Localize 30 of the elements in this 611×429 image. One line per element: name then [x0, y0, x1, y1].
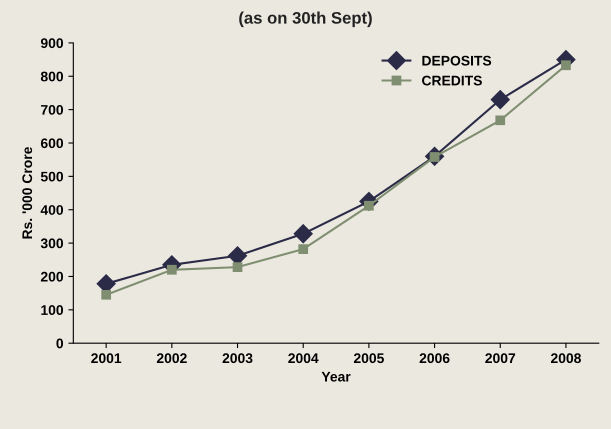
- x-tick-label: 2007: [485, 353, 516, 364]
- y-tick-label: 500: [40, 172, 64, 182]
- legend-label: CREDITS: [422, 76, 482, 86]
- y-tick-label: 300: [40, 238, 64, 248]
- x-tick-label: 2008: [550, 353, 581, 364]
- x-tick-label: 2003: [222, 353, 252, 364]
- point: [495, 115, 506, 126]
- point: [294, 224, 313, 244]
- x-tick-label: 2006: [420, 353, 450, 364]
- x-tick-label: 2005: [354, 353, 384, 364]
- y-tick-label: 600: [40, 138, 64, 148]
- point: [232, 262, 242, 272]
- chart-title: (as on 30th Sept): [239, 12, 372, 28]
- x-tick-label: 2002: [156, 353, 187, 364]
- y-tick-label: 800: [40, 72, 64, 82]
- point: [298, 244, 308, 254]
- y-axis-title: Rs. '000 Crore: [22, 147, 32, 239]
- legend-label: DEPOSITS: [422, 56, 492, 66]
- x-tick-label: 2001: [91, 353, 122, 364]
- y-tick-label: 100: [41, 305, 64, 316]
- x-tick-label: 2004: [288, 353, 319, 364]
- y-tick-label: 0: [56, 338, 64, 348]
- y-tick-label: 400: [40, 205, 64, 215]
- y-tick-label: 700: [41, 104, 64, 115]
- y-tick-label: 200: [40, 272, 64, 282]
- point: [101, 290, 112, 300]
- point: [561, 60, 571, 70]
- x-axis-title: Year: [322, 372, 351, 382]
- point: [490, 90, 510, 110]
- y-tick-label: 900: [40, 38, 64, 48]
